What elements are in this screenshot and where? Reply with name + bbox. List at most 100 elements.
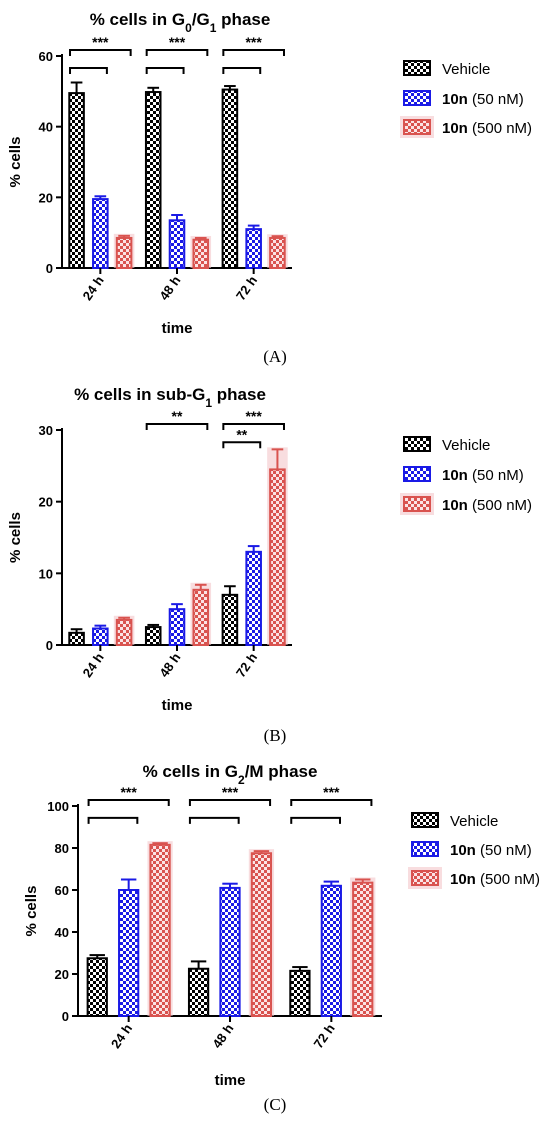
significance-label: ***	[222, 784, 239, 800]
significance-bracket	[87, 799, 170, 806]
panel-label: (A)	[263, 347, 287, 366]
significance-bracket	[222, 49, 285, 56]
y-tick-label: 0	[46, 261, 53, 276]
significance-bracket	[145, 49, 209, 56]
x-tick-label: 48 h	[209, 1021, 236, 1051]
legend-label: 10n (500 nM)	[442, 497, 532, 514]
panel-label: (C)	[264, 1095, 287, 1114]
significance-bracket	[222, 67, 262, 75]
significance-bracket	[145, 67, 185, 75]
bar	[168, 608, 186, 647]
bar	[192, 238, 210, 270]
significance-bracket	[188, 799, 272, 806]
chart-panel-1: % cells in G0/G1 phase 0 20 40 60 % cells 24 h…	[7, 10, 532, 366]
legend-swatch	[403, 119, 431, 135]
legend-label: 10n (500 nM)	[442, 120, 532, 137]
significance-label: ***	[245, 34, 262, 50]
bar	[115, 236, 133, 269]
x-tick-label: 72 h	[233, 650, 260, 680]
x-axis-title: time	[215, 1072, 246, 1089]
bar	[219, 886, 241, 1018]
bar	[289, 969, 311, 1017]
x-tick-label: 24 h	[108, 1021, 135, 1051]
significance-label: **	[236, 426, 247, 442]
x-axis-title: time	[162, 320, 193, 337]
bar	[92, 627, 109, 646]
legend-swatch	[411, 812, 439, 828]
y-tick-label: 80	[55, 841, 69, 856]
bar	[245, 228, 262, 269]
significance-bracket	[69, 49, 132, 56]
bar	[250, 852, 273, 1017]
significance-label: **	[172, 408, 183, 424]
x-tick-label: 24 h	[80, 273, 107, 303]
bar	[192, 588, 210, 646]
bar	[68, 631, 85, 646]
legend-label: 10n (50 nM)	[442, 467, 524, 484]
significance-label: ***	[245, 408, 262, 424]
chart-panel-3: % cells in G2/M phase 0 20 40 60 80 100 % cells…	[23, 762, 540, 1114]
y-tick-label: 20	[39, 190, 53, 205]
legend-swatch	[403, 496, 431, 512]
x-tick-label: 72 h	[233, 273, 260, 303]
significance-bracket	[145, 423, 209, 430]
significance-bracket	[69, 67, 108, 75]
x-tick-label: 72 h	[311, 1021, 338, 1051]
x-tick-label: 48 h	[156, 273, 183, 303]
y-tick-label: 100	[47, 799, 69, 814]
legend-swatch	[403, 90, 431, 106]
y-axis-title: % cells	[7, 512, 24, 563]
bar	[168, 219, 186, 270]
bar	[115, 618, 133, 647]
legend-swatch	[403, 436, 431, 452]
chart-title: % cells in sub-G1 phase	[74, 385, 266, 410]
legend-label: Vehicle	[442, 61, 490, 78]
significance-bracket	[87, 816, 139, 824]
significance-label: ***	[92, 34, 109, 50]
bar	[149, 843, 171, 1017]
y-tick-label: 20	[39, 495, 53, 510]
legend-label: 10n (50 nM)	[442, 91, 524, 108]
bar	[245, 550, 262, 646]
y-tick-label: 60	[55, 883, 69, 898]
bar	[92, 198, 109, 270]
bar	[86, 957, 108, 1017]
legend-label: 10n (500 nM)	[450, 871, 540, 888]
bar	[269, 468, 286, 646]
y-tick-label: 60	[39, 49, 53, 64]
significance-label: ***	[323, 784, 340, 800]
bar	[221, 593, 239, 646]
chart-title: % cells in G2/M phase	[143, 762, 318, 787]
legend-swatch	[403, 60, 431, 76]
y-tick-label: 40	[39, 120, 53, 135]
x-tick-label: 48 h	[156, 650, 183, 680]
bar	[269, 236, 286, 269]
y-axis-title: % cells	[7, 137, 24, 188]
bar	[320, 884, 342, 1017]
legend-label: Vehicle	[442, 437, 490, 454]
significance-bracket	[222, 423, 285, 430]
panel-label: (B)	[264, 726, 287, 745]
bar	[68, 92, 85, 269]
significance-label: ***	[169, 34, 186, 50]
x-tick-label: 24 h	[80, 650, 107, 680]
bar	[144, 626, 162, 646]
bar	[187, 967, 210, 1017]
significance-bracket	[290, 816, 341, 824]
legend-swatch	[411, 841, 439, 857]
significance-bracket	[222, 441, 262, 449]
y-tick-label: 30	[39, 423, 53, 438]
bar	[144, 91, 162, 270]
y-tick-label: 0	[46, 638, 53, 653]
y-tick-label: 20	[55, 967, 69, 982]
legend-label: 10n (50 nM)	[450, 842, 532, 859]
y-tick-label: 0	[62, 1009, 69, 1024]
chart-panel-2: % cells in sub-G1 phase 0 10 20 30 % cells 24 …	[7, 385, 532, 745]
bar	[118, 889, 140, 1017]
y-tick-label: 10	[39, 566, 53, 581]
legend-label: Vehicle	[450, 813, 498, 830]
y-tick-label: 40	[55, 925, 69, 940]
bar	[352, 881, 374, 1018]
x-axis-title: time	[162, 697, 193, 714]
